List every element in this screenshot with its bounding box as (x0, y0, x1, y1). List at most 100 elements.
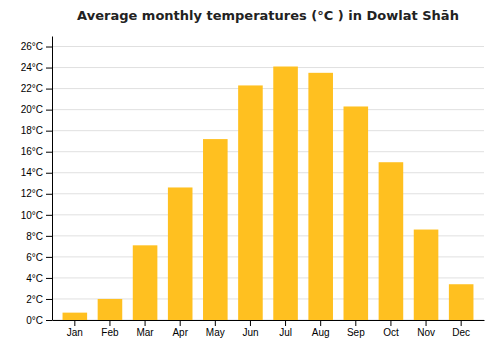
tick: 16°C (21, 146, 52, 157)
tick-mark (320, 320, 321, 326)
tick: 2°C (26, 294, 52, 305)
tick: 12°C (21, 188, 52, 199)
plot-area: 0°C 2°C 4°C 6°C 8°C 10°C 12°C 14°C 16°C 18°C 20°C 2… (21, 37, 485, 339)
tick-label: 22°C (21, 83, 43, 94)
tick-mark (74, 320, 75, 326)
tick-mark (215, 320, 216, 326)
tick-label: May (206, 327, 225, 338)
bar (449, 284, 474, 320)
bar (414, 230, 439, 320)
tick-label: 24°C (21, 62, 43, 73)
grid-line (52, 130, 484, 131)
tick-mark (355, 320, 356, 326)
tick-label: 8°C (26, 231, 43, 242)
tick-label: 16°C (21, 146, 43, 157)
tick-label: 2°C (26, 294, 43, 305)
tick: Feb (101, 320, 119, 338)
tick-mark (426, 320, 427, 326)
tick-label: 0°C (26, 315, 43, 326)
tick-label: 6°C (26, 252, 43, 263)
tick-label: 18°C (21, 125, 43, 136)
tick-mark (461, 320, 462, 326)
tick-mark (46, 194, 52, 195)
bar (63, 313, 88, 320)
tick-mark (46, 236, 52, 237)
tick: 4°C (26, 273, 52, 284)
title: Average monthly temperatures (°C ) in Do… (77, 8, 459, 23)
bar (308, 73, 333, 320)
tick: Aug (312, 320, 330, 338)
tick-mark (250, 320, 251, 326)
grid-line (52, 67, 484, 68)
grid-line (52, 151, 484, 152)
tick: Jun (242, 320, 258, 338)
tick-mark (46, 131, 52, 132)
bar (168, 187, 193, 320)
tick: 6°C (26, 252, 52, 263)
tick-label: Jan (67, 327, 83, 338)
tick-mark (46, 257, 52, 258)
tick-label: 12°C (21, 188, 43, 199)
tick-label: 10°C (21, 210, 43, 221)
grid-line (52, 109, 484, 110)
tick-label: 20°C (21, 104, 43, 115)
y-axis: 0°C 2°C 4°C 6°C 8°C 10°C 12°C 14°C 16°C 18°C 20°C 2… (21, 37, 53, 326)
tick-label: Oct (383, 327, 399, 338)
tick-mark (46, 110, 52, 111)
bar (379, 162, 404, 320)
grid-line (52, 214, 484, 215)
x-axis: JanFebMarAprMayJunJulAugSepOctNovDec (53, 320, 485, 338)
tick: Apr (172, 320, 188, 338)
tick-label: Aug (312, 327, 330, 338)
tick-mark (390, 320, 391, 326)
bar (238, 85, 263, 320)
tick-mark (145, 320, 146, 326)
tick: May (206, 320, 225, 338)
tick: 14°C (21, 167, 52, 178)
bar (133, 245, 158, 320)
tick-mark (46, 299, 52, 300)
tick-mark (180, 320, 181, 326)
tick-mark (46, 173, 52, 174)
tick-label: 4°C (26, 273, 43, 284)
tick: Jan (67, 320, 83, 338)
tick-label: 26°C (21, 41, 43, 52)
bar (273, 67, 298, 320)
grid-line (52, 88, 484, 89)
tick: 22°C (21, 83, 52, 94)
tick: Nov (417, 320, 435, 338)
tick-label: Nov (417, 327, 435, 338)
tick-mark (46, 320, 52, 321)
tick: 20°C (21, 104, 52, 115)
grid-line (52, 46, 484, 47)
tick: Jul (279, 320, 292, 338)
tick: 10°C (21, 210, 52, 221)
tick-label: Mar (136, 327, 154, 338)
tick-label: Jul (279, 327, 292, 338)
tick-label: Feb (101, 327, 119, 338)
tick-mark (46, 68, 52, 69)
tick: Sep (347, 320, 365, 338)
chart: 0°C 2°C 4°C 6°C 8°C 10°C 12°C 14°C 16°C 18°C 20°C 2… (0, 0, 500, 350)
tick: Oct (383, 320, 399, 338)
tick: 24°C (21, 62, 52, 73)
tick-mark (109, 320, 110, 326)
bar (344, 106, 369, 320)
tick-label: Sep (347, 327, 365, 338)
tick-mark (46, 215, 52, 216)
grid (52, 47, 484, 320)
bar (98, 299, 123, 320)
tick-label: Apr (172, 327, 188, 338)
tick-mark (46, 47, 52, 48)
tick-mark (285, 320, 286, 326)
tick-mark (46, 152, 52, 153)
grid-line (52, 193, 484, 194)
grid-line (52, 172, 484, 173)
axis-line (52, 37, 53, 321)
tick-mark (46, 89, 52, 90)
tick: 0°C (26, 315, 52, 326)
bar (203, 139, 228, 320)
tick: 8°C (26, 231, 52, 242)
tick-label: Jun (242, 327, 258, 338)
tick-label: 14°C (21, 167, 43, 178)
